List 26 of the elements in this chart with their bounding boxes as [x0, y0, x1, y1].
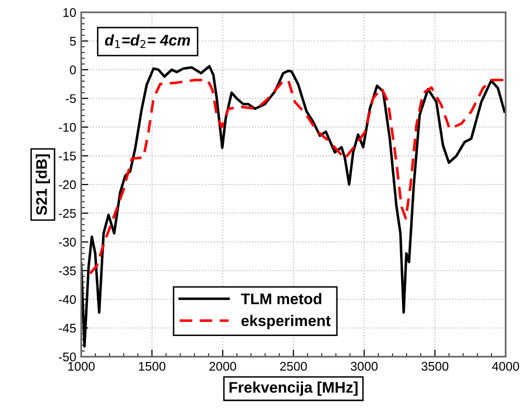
legend-label: eksperiment [241, 314, 331, 330]
y-tick-label: -40 [58, 295, 76, 304]
x-tick-label: 2500 [280, 362, 307, 371]
annotation: d$_{1}$=d$_{2}$= 4cm [104, 34, 190, 48]
y-tick-label: 5 [70, 36, 76, 46]
y-tick-label: -5 [66, 94, 76, 104]
line-series [89, 78, 506, 275]
x-tick-label: 1000 [68, 362, 95, 371]
y-axis-title: S21 [dB] [36, 154, 50, 216]
y-tick-label: -35 [58, 266, 76, 276]
legend-label: TLM metod [240, 293, 322, 304]
y-tick-label: -10 [58, 122, 76, 132]
y-tick-label: -25 [58, 209, 76, 218]
x-tick-label: 3000 [350, 362, 378, 371]
x-tick-label: 3500 [421, 362, 448, 371]
y-tick-label: -20 [58, 180, 76, 190]
x-tick-label: 1500 [139, 362, 166, 371]
x-axis-title: Frekvencija [MHz] [230, 382, 358, 396]
y-tick-label: -15 [58, 152, 76, 160]
y-tick-label: 10 [63, 8, 76, 17]
x-tick-label: 4000 [492, 362, 520, 371]
y-tick-label: -45 [58, 324, 76, 333]
y-tick-label: 0 [70, 66, 76, 74]
y-tick-label: -50 [58, 352, 76, 362]
x-tick-label: 2000 [209, 362, 236, 371]
y-tick-label: -30 [58, 238, 76, 247]
